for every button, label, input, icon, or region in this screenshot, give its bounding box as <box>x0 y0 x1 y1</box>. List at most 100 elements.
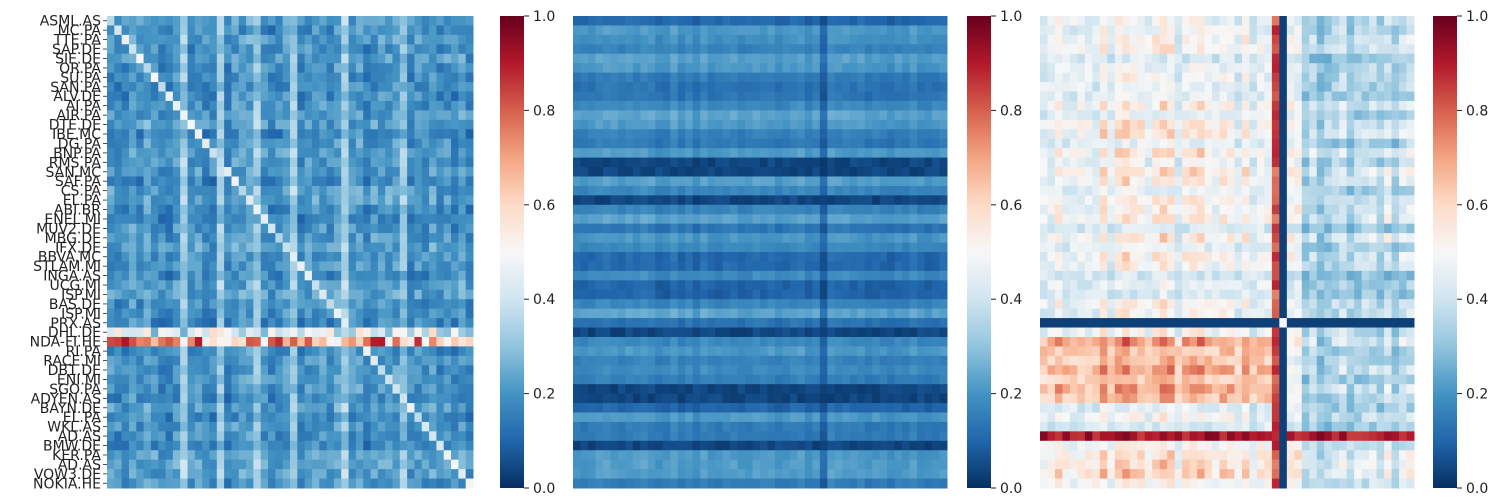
heatmap-cell <box>797 355 806 366</box>
heatmap-cell <box>180 261 189 272</box>
heatmap-cell <box>465 119 474 130</box>
heatmap-cell <box>333 469 342 480</box>
heatmap-cell <box>647 138 656 149</box>
heatmap-cell <box>341 308 350 319</box>
heatmap-cell <box>632 100 641 111</box>
heatmap-cell <box>715 412 724 423</box>
heatmap-cell <box>632 119 641 130</box>
heatmap-cell <box>297 44 306 55</box>
heatmap-cell <box>767 34 776 45</box>
heatmap-cell <box>275 421 284 432</box>
heatmap-cell <box>150 214 159 225</box>
heatmap-cell <box>827 346 836 357</box>
heatmap-cell <box>136 214 145 225</box>
heatmap-cell <box>355 176 364 187</box>
heatmap-cell <box>685 233 694 244</box>
heatmap-cell <box>580 421 589 432</box>
heatmap-cell <box>662 72 671 83</box>
heatmap-cell <box>692 346 701 357</box>
heatmap-cell <box>797 100 806 111</box>
heatmap-cell <box>429 374 437 385</box>
heatmap-cell <box>580 459 589 470</box>
heatmap-cell <box>209 195 218 206</box>
heatmap-cell <box>121 204 130 215</box>
heatmap-cell <box>333 431 342 442</box>
heatmap-cell <box>268 384 276 395</box>
heatmap-cell <box>580 195 589 206</box>
heatmap-cell <box>290 72 298 83</box>
heatmap-cell <box>370 384 379 395</box>
heatmap-cell <box>355 16 364 26</box>
heatmap-cell <box>260 148 269 159</box>
heatmap-cell <box>458 308 467 319</box>
heatmap-cell <box>730 129 739 140</box>
heatmap-cell <box>363 53 372 64</box>
heatmap-cell <box>834 223 843 234</box>
heatmap-cell <box>304 129 313 140</box>
heatmap-cell <box>238 280 247 291</box>
heatmap-cell <box>224 16 232 26</box>
heatmap-cell <box>238 233 247 244</box>
heatmap-cell <box>275 110 284 121</box>
heatmap-cell <box>458 223 467 234</box>
heatmap-cell <box>268 176 276 187</box>
heatmap-cell <box>421 63 430 74</box>
heatmap-cell <box>143 327 152 338</box>
heatmap-cell <box>107 157 115 168</box>
heatmap-cell <box>842 176 851 187</box>
heatmap-cell <box>745 119 754 130</box>
heatmap-cell <box>760 204 768 215</box>
heatmap-cell <box>767 214 776 225</box>
heatmap-cell <box>819 450 828 461</box>
heatmap-cell <box>610 233 619 244</box>
heatmap-cell <box>202 34 210 45</box>
heatmap-cell <box>715 167 724 177</box>
heatmap-cell <box>909 270 918 281</box>
heatmap-cell <box>246 138 254 149</box>
heatmap-cell <box>902 138 911 149</box>
heatmap-cell <box>722 374 731 385</box>
heatmap-cell <box>879 204 888 215</box>
heatmap-cell <box>595 450 604 461</box>
heatmap-cell <box>114 72 123 83</box>
heatmap-cell <box>290 440 298 451</box>
heatmap-cell <box>685 176 694 187</box>
heatmap-cell <box>355 110 364 121</box>
heatmap-cell <box>894 63 903 74</box>
heatmap-cell <box>707 374 716 385</box>
heatmap-cell <box>640 459 649 470</box>
heatmap-cell <box>827 412 836 423</box>
heatmap-cell <box>172 450 181 461</box>
heatmap-cell <box>610 459 619 470</box>
heatmap-cell <box>602 450 611 461</box>
heatmap-cell <box>647 374 656 385</box>
heatmap-cell <box>150 72 159 83</box>
heatmap-cell <box>812 252 821 262</box>
heatmap-cell <box>745 148 754 159</box>
heatmap-cell <box>610 393 619 404</box>
heatmap-cell <box>707 119 716 130</box>
heatmap-cell <box>917 440 926 451</box>
heatmap-cell <box>804 195 813 206</box>
heatmap-cell <box>121 299 130 310</box>
heatmap-cell <box>246 82 254 93</box>
heatmap-cell <box>700 53 709 64</box>
heatmap-cell <box>326 280 335 291</box>
heatmap-cell <box>458 176 467 187</box>
heatmap-cell <box>917 393 926 404</box>
heatmap-cell <box>282 148 291 159</box>
heatmap-cell <box>939 16 948 26</box>
heatmap-cell <box>392 34 401 45</box>
heatmap-cell <box>819 412 828 423</box>
heatmap-cell <box>700 110 709 121</box>
heatmap-cell <box>333 403 342 413</box>
heatmap-cell <box>924 63 933 74</box>
heatmap-cell <box>685 100 694 111</box>
heatmap-cell <box>143 346 152 357</box>
heatmap-cell <box>224 421 232 432</box>
heatmap-cell <box>715 110 724 121</box>
heatmap-cell <box>429 16 437 26</box>
heatmap-cell <box>782 412 791 423</box>
heatmap-cell <box>465 374 474 385</box>
heatmap-cell <box>573 412 581 423</box>
